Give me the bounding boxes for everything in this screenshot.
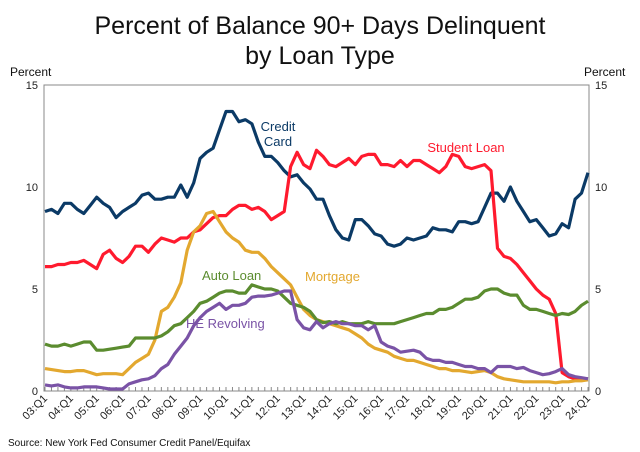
series-line-student-loan	[45, 148, 588, 381]
x-tick-label: 05:Q1	[72, 393, 102, 423]
series-label: Mortgage	[305, 269, 360, 284]
x-tick-label: 12:Q1	[253, 393, 283, 423]
x-tick-label: 10:Q1	[201, 393, 231, 423]
series-label: Credit	[261, 119, 296, 134]
x-tick-label: 22:Q1	[512, 393, 542, 423]
x-tick-label: 18:Q1	[408, 393, 438, 423]
x-tick-label: 21:Q1	[486, 393, 516, 423]
x-tick-label: 20:Q1	[460, 393, 490, 423]
series-label: Auto Loan	[202, 268, 261, 283]
x-tick-label: 23:Q1	[538, 393, 568, 423]
x-tick-label: 14:Q1	[305, 393, 335, 423]
x-tick-label: 07:Q1	[124, 393, 154, 423]
y-axis-label-right: Percent	[584, 65, 626, 79]
x-tick-label: 16:Q1	[357, 393, 387, 423]
x-tick-label: 08:Q1	[150, 393, 180, 423]
chart-title-line2: by Loan Type	[245, 42, 395, 70]
y-tick-label-left: 10	[26, 182, 38, 194]
y-tick-label-right: 5	[595, 284, 601, 296]
chart-title-line1: Percent of Balance 90+ Days Delinquent	[95, 12, 546, 40]
x-tick-label: 09:Q1	[176, 393, 206, 423]
y-tick-label-left: 0	[32, 386, 38, 398]
y-tick-label-right: 0	[595, 386, 601, 398]
x-tick-label: 24:Q1	[563, 393, 593, 423]
x-tick-label: 04:Q1	[46, 393, 76, 423]
y-tick-label-right: 15	[595, 80, 607, 92]
x-tick-label: 17:Q1	[382, 393, 412, 423]
series-line-he-revolving	[44, 289, 589, 391]
source-note: Source: New York Fed Consumer Credit Pan…	[8, 438, 250, 449]
y-tick-label-right: 10	[595, 182, 607, 194]
series-label: HE Revolving	[186, 316, 265, 331]
y-tick-label-left: 15	[26, 80, 38, 92]
x-tick-label: 06:Q1	[98, 393, 128, 423]
series-label: Card	[264, 134, 292, 149]
y-tick-label-left: 5	[32, 284, 38, 296]
series-label: Student Loan	[427, 140, 504, 155]
x-tick-label: 15:Q1	[331, 393, 361, 423]
series-line-mortgage	[44, 209, 589, 385]
series-line-credit-card	[44, 109, 590, 248]
y-axis-label-left: Percent	[10, 65, 52, 79]
x-tick-label: 13:Q1	[279, 393, 309, 423]
series-line-auto-loan	[44, 283, 589, 352]
x-tick-label: 19:Q1	[434, 393, 464, 423]
x-tick-label: 11:Q1	[228, 393, 257, 422]
